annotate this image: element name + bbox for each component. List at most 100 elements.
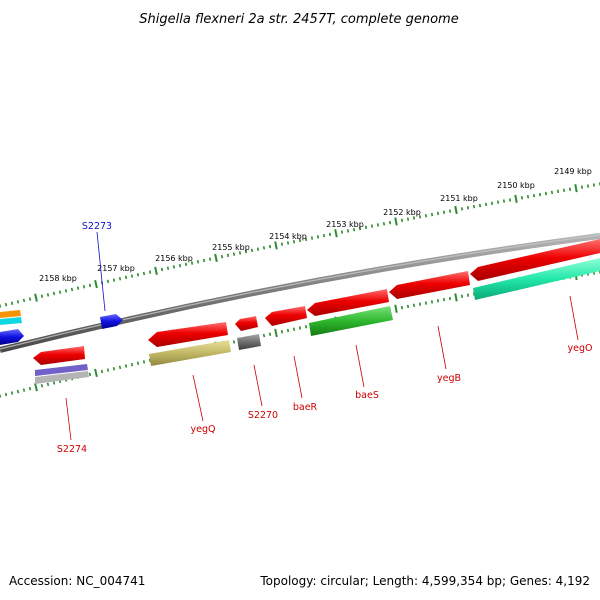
outer-ruler-tick [532,193,536,198]
outer-ruler-tick [64,289,68,293]
inner-ruler-tick [292,327,296,331]
outer-ruler-tick [148,270,152,274]
gene-label-yegO[interactable]: yegO [568,343,593,354]
tick-label-2154: 2154 kbp [269,232,307,241]
outer-ruler-tick [514,194,518,204]
inner-ruler-tick [100,369,104,374]
label-leaders [65,231,579,441]
feature-bar[interactable] [35,371,89,384]
outer-ruler-tick [568,187,572,191]
gene-label-baeS[interactable]: baeS [355,390,379,401]
inner-ruler-tick [88,372,92,377]
outer-ruler-tick [268,244,272,249]
gene-S2273[interactable] [100,314,123,329]
outer-ruler-tick [454,205,458,215]
outer-ruler-tick [466,206,470,210]
gene-baeS[interactable] [307,289,389,316]
gene-arrow[interactable] [0,317,22,325]
feature-bar[interactable] [35,364,88,376]
inner-ruler-tick [442,297,446,302]
inner-ruler-tick [286,328,290,333]
inner-ruler-tick [412,303,416,308]
outer-ruler-tick [388,220,392,225]
inner-ruler-tick [124,364,128,368]
feature-bar[interactable] [309,306,393,336]
feature-bar[interactable] [473,258,600,300]
forward-strand-features [0,310,123,345]
inner-ruler-tick [136,361,140,365]
gene-label-yegB[interactable]: yegB [437,373,461,384]
outer-ruler-tick [154,266,158,275]
gene-yegO[interactable] [470,239,600,281]
outer-ruler-tick [544,191,548,196]
outer-ruler-tick [280,242,284,246]
gene-arrow[interactable] [0,329,24,345]
outer-ruler-tick [160,267,164,272]
outer-ruler-tick [580,185,584,189]
outer-ruler-tick [172,265,176,269]
inner-ruler-tick [454,293,458,302]
inner-ruler-tick [28,386,32,391]
outer-ruler-tick [460,207,464,211]
topology-text: Topology: circular; Length: 4,599,354 bp… [260,574,590,588]
outer-ruler-tick [496,200,500,204]
inner-ruler-tick [232,340,236,344]
outer-ruler-tick [370,224,374,228]
inner-ruler-tick [10,391,14,395]
outer-ruler-tick [106,279,110,284]
tick-label-2155: 2155 kbp [212,243,250,252]
outer-ruler-tick [202,258,206,263]
outer-ruler-tick [166,266,170,270]
outer-ruler [0,182,600,308]
outer-ruler-tick [526,195,530,199]
outer-ruler-tick [574,184,578,193]
outer-ruler-tick [76,286,80,290]
genome-backbone [0,233,600,353]
inner-ruler-tick [130,362,134,367]
inner-ruler-tick [424,301,428,305]
feature-bar[interactable] [149,340,231,366]
outer-ruler-tick [334,229,338,238]
tick-label-2152: 2152 kbp [383,208,421,217]
outer-ruler-tick [520,196,524,200]
outer-ruler-tick [418,215,422,219]
tick-label-2149: 2149 kbp [554,167,592,176]
gene-S2270[interactable] [235,316,258,331]
gene-yegB[interactable] [389,271,470,299]
gene-baeR[interactable] [265,306,307,326]
inner-ruler-tick [400,305,404,310]
inner-ruler-tick [460,294,464,298]
outer-ruler-tick [550,190,554,195]
gene-S2274[interactable] [33,346,85,365]
outer-ruler-tick [4,302,8,307]
outer-ruler-tick [70,287,74,292]
outer-ruler-tick [196,260,200,264]
gene-yegQ[interactable] [148,322,228,347]
outer-ruler-tick [220,254,224,259]
gene-labels: S2273 S2274 yegQ S2270 baeR baeS yegB ye… [57,221,593,455]
gene-arrow[interactable] [0,310,21,318]
reverse-strand-features [33,239,600,384]
gene-label-baeR[interactable]: baeR [293,402,318,413]
outer-ruler-tick [136,273,140,277]
outer-ruler-tick [46,293,50,297]
feature-bar[interactable] [237,334,261,350]
inner-ruler-tick [142,360,146,364]
inner-ruler-tick [268,332,272,336]
inner-ruler-tick [4,392,8,397]
gene-label-S2270[interactable]: S2270 [248,410,278,421]
inner-ruler-tick [148,358,152,363]
outer-ruler-tick [52,291,56,296]
gene-label-S2274[interactable]: S2274 [57,444,87,455]
outer-ruler-tick [262,246,266,250]
outer-ruler-tick [214,253,218,263]
outer-ruler-tick [28,297,32,301]
tick-label-2150: 2150 kbp [497,181,535,190]
outer-ruler-tick [394,217,398,226]
inner-ruler-tick [40,384,44,388]
gene-label-yegQ[interactable]: yegQ [191,424,216,435]
gene-label-S2273[interactable]: S2273 [82,221,112,232]
outer-ruler-tick [472,204,476,209]
outer-ruler-tick [592,183,596,187]
outer-ruler-tick [244,249,248,254]
